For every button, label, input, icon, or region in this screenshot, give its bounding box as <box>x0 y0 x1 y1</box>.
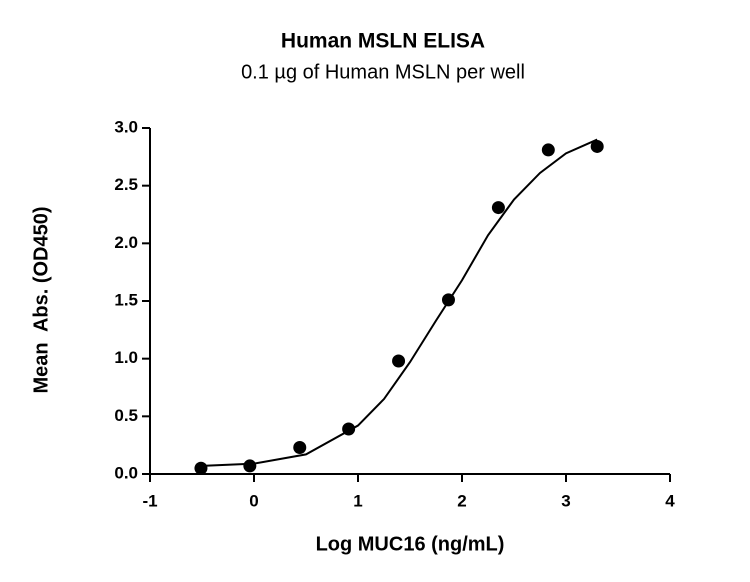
data-point <box>590 139 604 153</box>
y-tick-label: 3.0 <box>114 117 138 136</box>
data-point <box>491 201 505 215</box>
x-tick-label: 3 <box>561 491 570 510</box>
x-tick-label: -1 <box>142 491 157 510</box>
y-tick-label: 1.5 <box>114 290 138 309</box>
y-tick-label: 0.0 <box>114 463 138 482</box>
x-axis-label: Log MUC16 (ng/mL) <box>316 533 505 555</box>
y-tick-label: 1.0 <box>114 348 138 367</box>
data-point <box>392 354 406 368</box>
x-tick-label: 4 <box>665 491 675 510</box>
chart-subtitle: 0.1 µg of Human MSLN per well <box>241 61 525 83</box>
data-point <box>342 422 356 436</box>
y-tick-label: 2.0 <box>114 233 138 252</box>
data-point <box>441 293 455 307</box>
chart-title: Human MSLN ELISA <box>281 30 485 53</box>
data-point <box>293 440 307 454</box>
x-tick-label: 0 <box>249 491 258 510</box>
x-tick-label: 1 <box>353 491 362 510</box>
data-point <box>194 461 208 475</box>
data-point <box>243 459 257 473</box>
data-point <box>541 143 555 157</box>
fit-curve <box>201 138 598 467</box>
y-tick-label: 2.5 <box>114 175 138 194</box>
y-axis-label: Mean Abs. (OD450) <box>30 206 52 393</box>
y-tick-label: 0.5 <box>114 406 138 425</box>
x-tick-label: 2 <box>457 491 466 510</box>
